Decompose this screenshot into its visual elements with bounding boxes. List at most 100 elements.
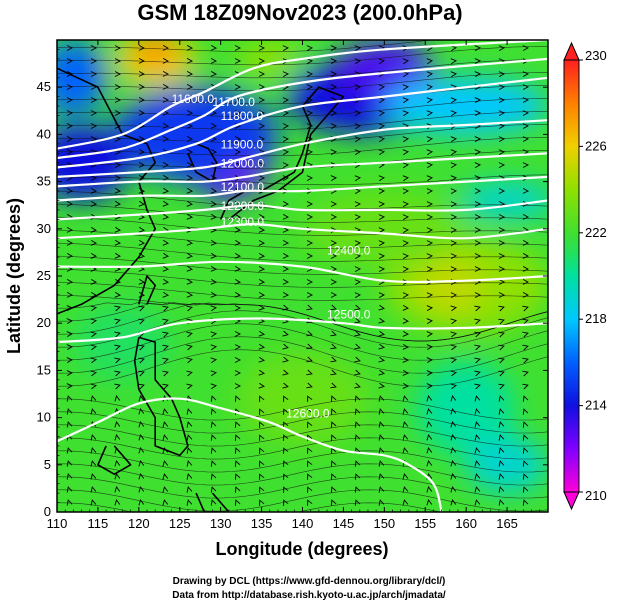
wind-arrow [378, 473, 385, 480]
streamline-0 [57, 40, 437, 53]
wind-arrow [282, 123, 290, 129]
wind-arrow [402, 292, 410, 298]
wind-arrow [234, 253, 242, 259]
wind-arrow [258, 343, 266, 350]
wind-arrow [234, 149, 242, 155]
wind-arrow [138, 200, 146, 207]
wind-arrow [498, 136, 506, 142]
wind-arrow [354, 123, 362, 130]
wind-arrow [162, 97, 170, 103]
wind-arrow [258, 382, 266, 389]
wind-arrow [498, 149, 506, 155]
wind-arrow [522, 370, 529, 377]
contour-line-11900.0 [57, 119, 548, 178]
wind-arrow [474, 434, 481, 441]
wind-arrow [283, 473, 289, 480]
wind-arrow [474, 240, 482, 246]
contour-line-12600.0 [57, 397, 443, 512]
wind-arrow [330, 45, 338, 51]
wind-arrow [474, 421, 481, 428]
wind-arrow [234, 227, 242, 233]
wind-arrow [402, 201, 410, 207]
wind-arrow [378, 149, 385, 156]
x-tick-label: 115 [88, 516, 109, 531]
wind-arrow [90, 486, 97, 493]
field-blob-15 [417, 360, 516, 456]
field-blob-11 [237, 40, 303, 78]
field-blob-10 [134, 40, 176, 64]
y-tick-label: 35 [37, 174, 51, 189]
wind-arrow [426, 149, 433, 156]
wind-arrow [498, 292, 506, 298]
colorbar-tick-label: 222 [585, 225, 607, 240]
wind-arrow [283, 421, 289, 428]
wind-arrow [474, 266, 482, 272]
y-tick-label: 25 [37, 268, 51, 283]
wind-arrow [210, 200, 218, 207]
wind-arrow [450, 473, 457, 480]
wind-arrow [66, 473, 73, 480]
wind-arrow [450, 266, 458, 272]
streamline-30 [57, 437, 548, 460]
wind-arrow [138, 344, 145, 351]
wind-arrow [402, 305, 410, 311]
wind-arrow [186, 265, 193, 272]
wind-arrow [234, 292, 242, 298]
x-axis: 110 115 120 125 130 135 140 145 150 155 160 165 [47, 40, 549, 531]
wind-arrow [450, 188, 458, 194]
y-tick-label: 30 [37, 221, 51, 236]
wind-arrow [283, 486, 289, 493]
wind-arrow [450, 370, 457, 377]
wind-arrow [474, 486, 481, 493]
wind-arrow [498, 499, 505, 506]
streamlines [57, 40, 548, 512]
wind-arrow [210, 357, 218, 364]
streamline-32 [57, 463, 548, 486]
wind-arrow [234, 45, 242, 51]
wind-arrow [114, 395, 121, 402]
wind-arrow [450, 395, 457, 402]
wind-arrow [402, 344, 410, 350]
wind-arrow [138, 473, 145, 480]
wind-arrow [282, 71, 290, 77]
wind-arrow [498, 266, 506, 272]
contour-line-12000.0 [57, 152, 548, 188]
chart-title: GSM 18Z09Nov2023 (200.0hPa) [137, 0, 462, 25]
wind-arrow [402, 486, 409, 493]
wind-arrow [162, 499, 169, 506]
wind-arrow [234, 421, 241, 428]
wind-arrow [402, 383, 410, 389]
wind-arrow [331, 434, 337, 441]
wind-arrow [498, 357, 505, 364]
wind-arrow [450, 240, 458, 246]
wind-arrow [498, 71, 506, 77]
wind-arrow [138, 447, 145, 454]
wind-arrow [90, 499, 97, 506]
wind-arrow [426, 499, 433, 506]
wind-arrow [114, 226, 122, 233]
wind-arrow [234, 162, 242, 168]
contour-label: 12500.0 [327, 307, 371, 321]
wind-arrow [474, 344, 481, 351]
wind-arrow [114, 291, 122, 298]
wind-arrow [138, 305, 145, 312]
wind-arrow [450, 175, 458, 182]
wind-arrow [66, 499, 73, 506]
wind-arrow [114, 97, 122, 103]
wind-arrow [450, 421, 457, 428]
wind-arrow [354, 486, 361, 493]
wind-arrow [450, 97, 458, 104]
wind-arrow [138, 226, 146, 233]
wind-arrow [378, 434, 385, 441]
wind-arrow [162, 136, 170, 142]
wind-arrow [234, 214, 242, 220]
wind-arrow [522, 395, 529, 402]
wind-arrow [378, 175, 385, 182]
wind-arrow [282, 304, 289, 311]
wind-arrow [450, 447, 457, 454]
wind-arrow [498, 421, 505, 428]
contour-label: 11800.0 [221, 109, 264, 123]
wind-arrow [378, 304, 385, 311]
wind-arrow [258, 97, 266, 103]
